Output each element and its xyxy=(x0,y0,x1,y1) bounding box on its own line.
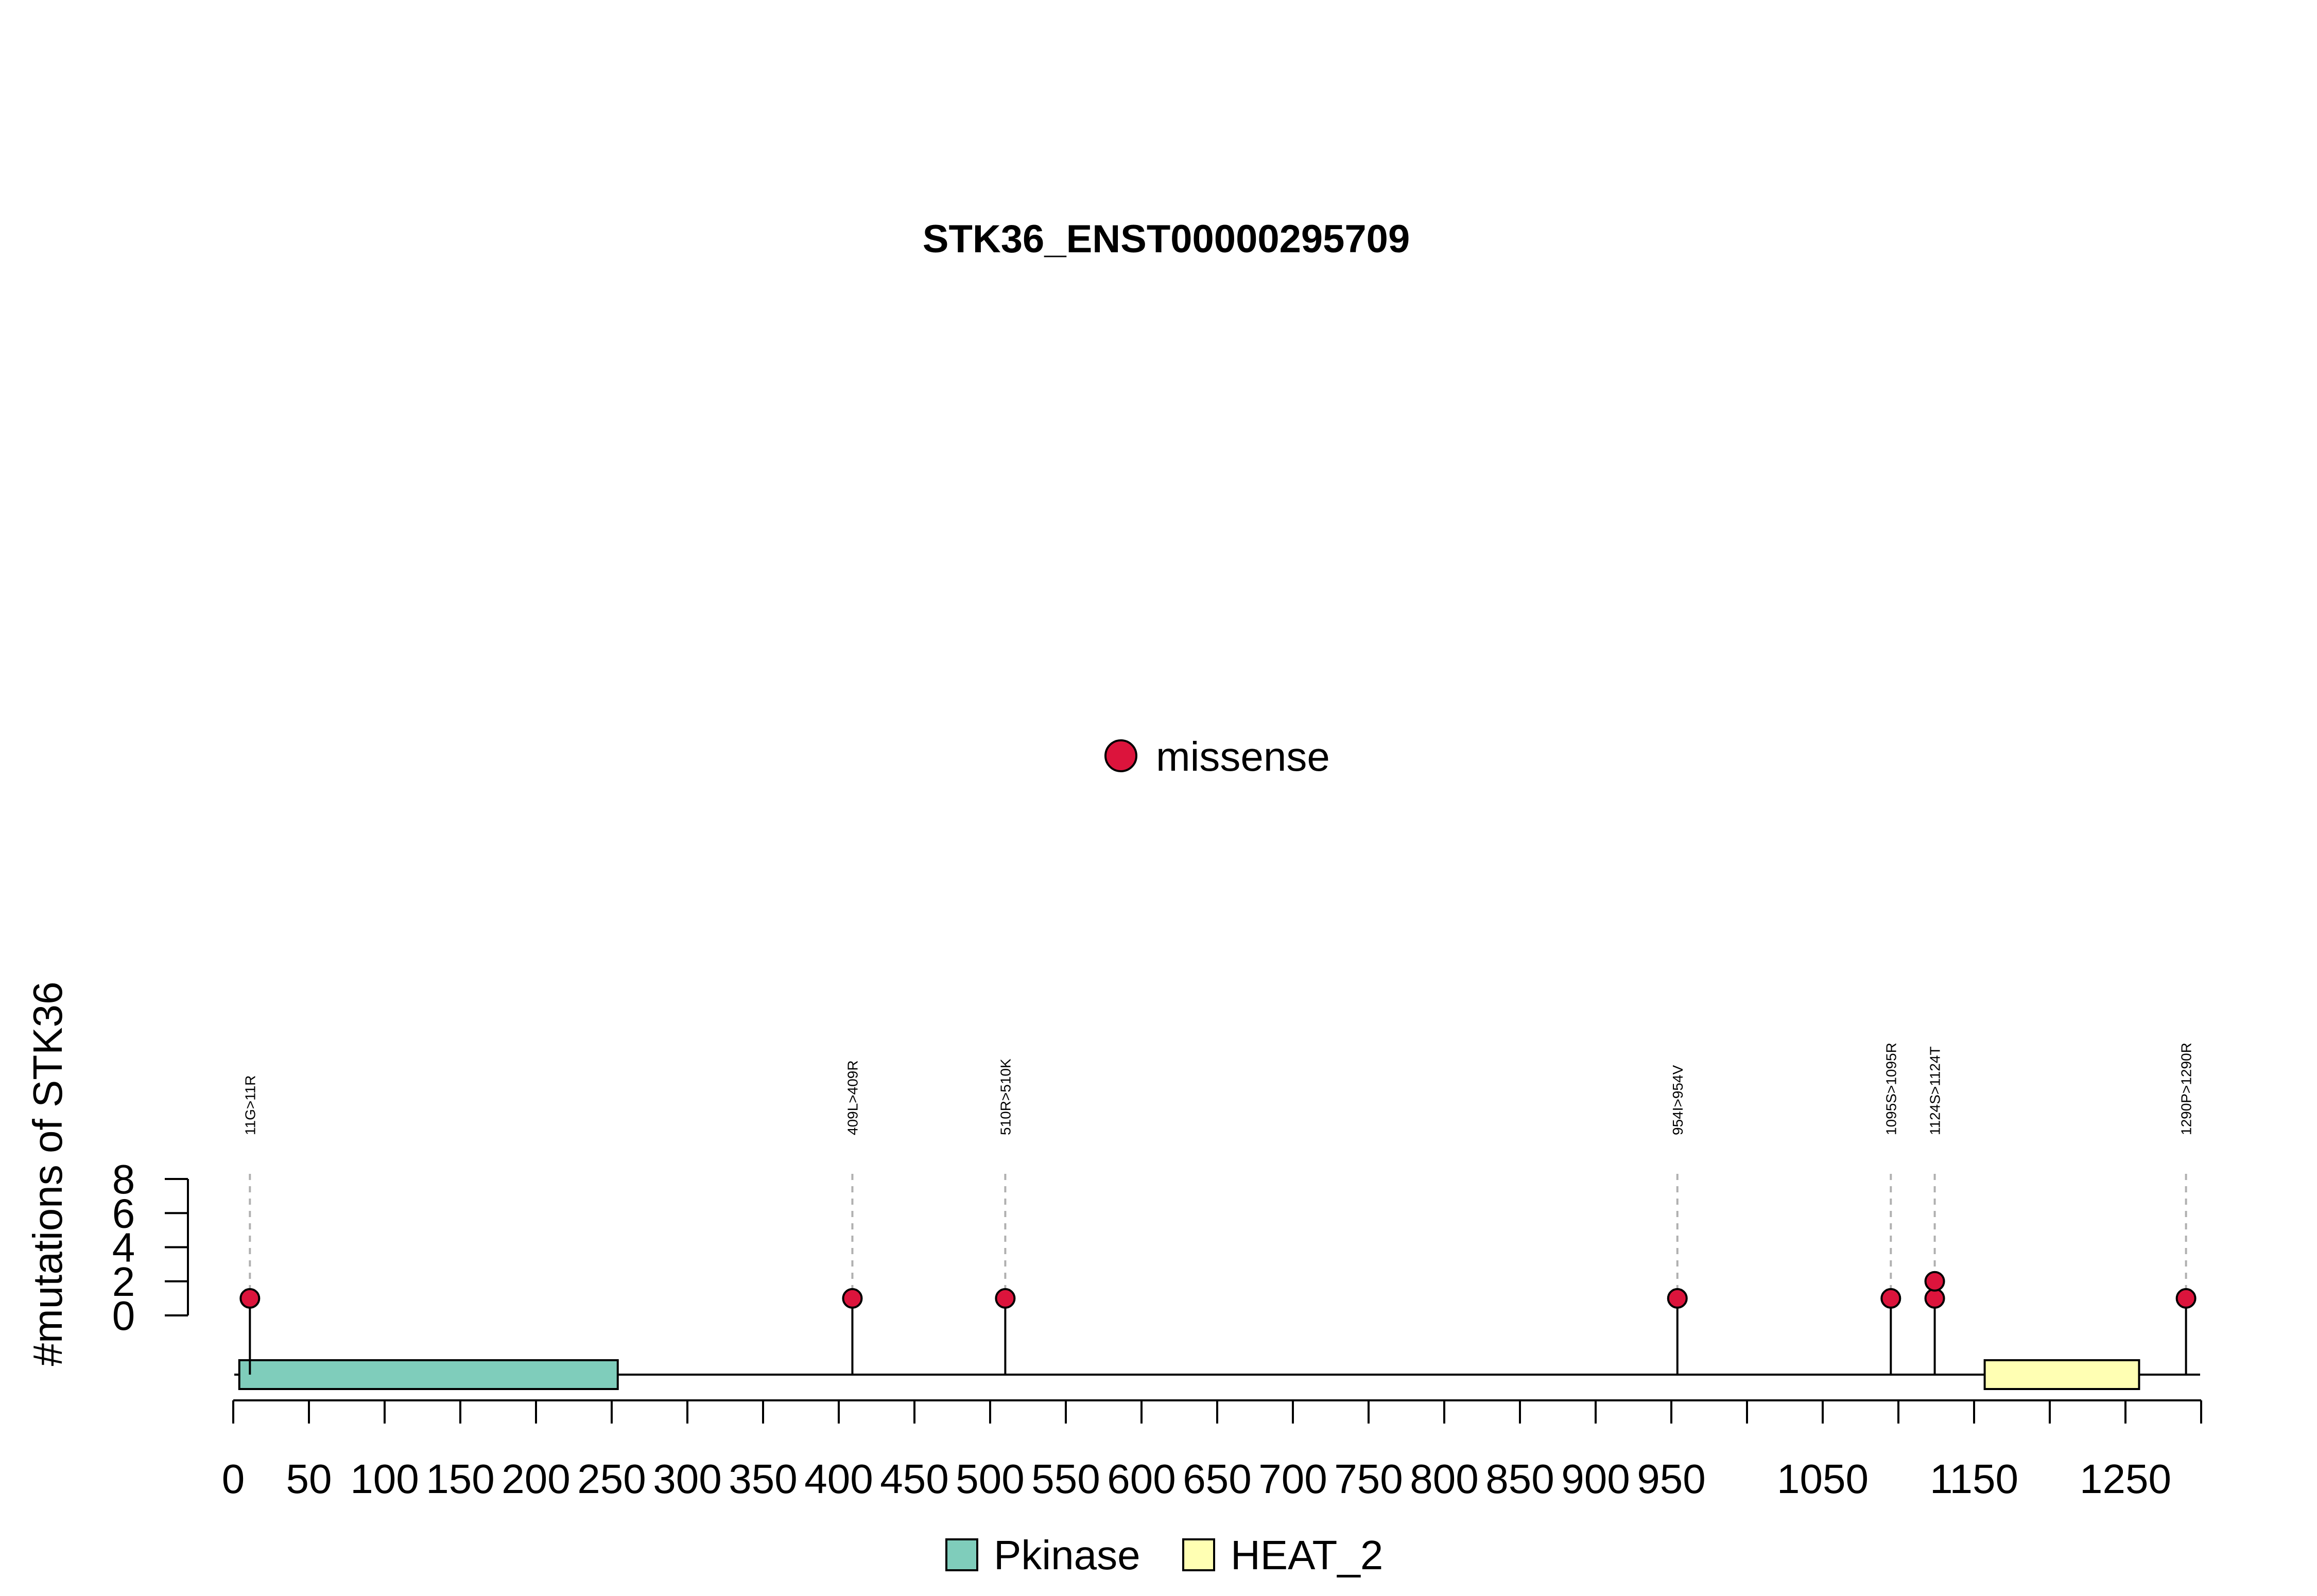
x-tick-label: 200 xyxy=(502,1456,570,1502)
legend-heat-2-label: HEAT_2 xyxy=(1231,1532,1383,1578)
x-tick-label: 150 xyxy=(426,1456,494,1502)
mutation-point xyxy=(2175,1288,2197,1309)
mutation-lollipops: 11G>11R 409L>409R 510R>510K 954I>954V 1095S>… xyxy=(239,1043,2197,1375)
legend-heat-2-swatch xyxy=(1182,1538,1215,1571)
mutation-label: 11G>11R xyxy=(242,1075,258,1135)
mutation-label: 1290P>1290R xyxy=(2178,1043,2194,1135)
x-tick-label: 500 xyxy=(956,1456,1024,1502)
domain-legend: Pkinase HEAT_2 xyxy=(945,1532,1383,1578)
mutation-point xyxy=(842,1288,863,1309)
x-tick-label: 100 xyxy=(350,1456,419,1502)
mutation-label: 510R>510K xyxy=(997,1059,1013,1135)
x-tick-label: 350 xyxy=(729,1456,797,1502)
x-tick-label: 0 xyxy=(222,1456,245,1502)
mutation-point xyxy=(995,1288,1016,1309)
y-tick-label: 0 xyxy=(112,1293,135,1339)
x-tick-label: 900 xyxy=(1561,1456,1630,1502)
x-tick-label: 400 xyxy=(804,1456,873,1502)
y-tick-label: 4 xyxy=(112,1225,135,1271)
y-axis-label: #mutations of STK36 xyxy=(25,981,71,1366)
x-tick-label: 450 xyxy=(880,1456,948,1502)
domain-boxes xyxy=(238,1359,2140,1390)
x-tick-label: 300 xyxy=(653,1456,721,1502)
x-tick-label: 550 xyxy=(1031,1456,1100,1502)
x-tick-label: 1150 xyxy=(1930,1456,2018,1502)
mutation-label: 409L>409R xyxy=(844,1060,860,1135)
mutation-label: 1095S>1095R xyxy=(1883,1043,1899,1135)
mutation-point xyxy=(1924,1271,1945,1292)
x-tick-label: 600 xyxy=(1107,1456,1175,1502)
legend-pkinase-swatch xyxy=(945,1538,978,1571)
mutation-point xyxy=(1880,1288,1901,1309)
mutation-point xyxy=(239,1288,261,1309)
mutation-point xyxy=(1924,1288,1945,1309)
legend-pkinase-label: Pkinase xyxy=(994,1532,1140,1578)
domain-pkinase-box xyxy=(238,1359,619,1390)
y-tick-label: 6 xyxy=(112,1190,135,1236)
y-tick-label: 8 xyxy=(112,1156,135,1202)
mutation-label: 954I>954V xyxy=(1670,1065,1686,1135)
y-tick-label: 2 xyxy=(112,1259,135,1305)
x-tick-label: 950 xyxy=(1637,1456,1705,1502)
mutation-point xyxy=(1667,1288,1688,1309)
x-tick-label: 50 xyxy=(286,1456,332,1502)
legend-missense-label: missense xyxy=(1156,734,1330,779)
x-tick-label: 700 xyxy=(1258,1456,1327,1502)
x-tick-label: 250 xyxy=(577,1456,646,1502)
domain-heat-2-box xyxy=(1983,1359,2140,1390)
x-tick-label: 650 xyxy=(1183,1456,1251,1502)
chart-title: STK36_ENST00000295709 xyxy=(923,217,1410,261)
mutation-type-legend: missense xyxy=(1104,734,1330,779)
x-tick-label: 800 xyxy=(1410,1456,1478,1502)
mutation-label: 1124S>1124T xyxy=(1927,1046,1943,1135)
x-tick-label: 850 xyxy=(1485,1456,1554,1502)
x-tick-label: 1250 xyxy=(2080,1456,2171,1502)
x-tick-label: 1050 xyxy=(1777,1456,1869,1502)
legend-missense-marker xyxy=(1104,739,1137,772)
x-axis: 0 50 100 150 200 250 300 350 400 450 500 550 600 650 7… xyxy=(222,1399,2202,1502)
x-tick-label: 750 xyxy=(1334,1456,1403,1502)
